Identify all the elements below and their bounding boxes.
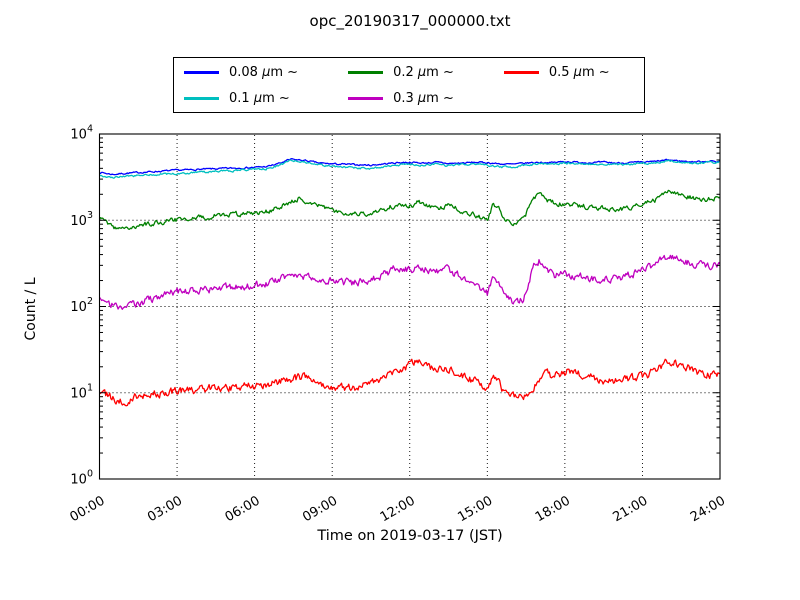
- series-line-0.3um: [99, 254, 720, 310]
- y-tick-labels: 100 101 102 103 104: [70, 124, 93, 488]
- x-tick-label: 12:00: [378, 493, 418, 525]
- series-line-0.2um: [99, 189, 720, 230]
- x-tick-label: 09:00: [300, 493, 340, 525]
- legend-label-02um: 0.2 μm ~: [393, 65, 454, 80]
- series-line-0.1um: [99, 159, 720, 179]
- legend-item-008um: 0.08 μm ~: [184, 65, 298, 80]
- x-tick-label: 21:00: [610, 493, 650, 525]
- y-tick-label: 100: [70, 469, 93, 488]
- legend-item-05um: 0.5 μm ~: [503, 65, 610, 80]
- legend-swatch-008um: [184, 71, 219, 74]
- y-tick-label: 101: [70, 382, 93, 401]
- legend-swatch-02um: [348, 71, 384, 74]
- chart-title: opc_20190317_000000.txt: [309, 12, 511, 30]
- y-tick-label: 103: [70, 210, 93, 229]
- legend-swatch-01um: [184, 97, 219, 100]
- y-axis-label: Count / L: [23, 277, 39, 341]
- legend-swatch-05um: [503, 71, 539, 74]
- y-tick-label: 104: [70, 124, 93, 143]
- legend-item-02um: 0.2 μm ~: [348, 65, 454, 80]
- series-line-0.5um: [99, 358, 720, 407]
- grid: [100, 135, 719, 478]
- legend: 0.08 μm ~ 0.1 μm ~ 0.2 μm ~ 0.3 μm ~ 0.5…: [173, 57, 645, 113]
- x-axis-label: Time on 2019-03-17 (JST): [317, 528, 503, 544]
- legend-label-01um: 0.1 μm ~: [229, 91, 290, 106]
- legend-label-008um: 0.08 μm ~: [229, 65, 299, 80]
- axis-ticks: [99, 133, 720, 480]
- x-tick-label: 03:00: [145, 493, 185, 525]
- legend-label-03um: 0.3 μm ~: [393, 91, 454, 106]
- legend-item-03um: 0.3 μm ~: [348, 91, 454, 106]
- x-tick-label: 00:00: [68, 493, 108, 525]
- x-tick-labels: 00:00 03:00 06:00 09:00 12:00 15:00 18:00 21:00…: [68, 493, 728, 525]
- x-tick-label: 15:00: [455, 493, 495, 525]
- legend-swatch-03um: [348, 97, 384, 100]
- y-tick-label: 102: [70, 296, 93, 315]
- legend-label-05um: 0.5 μm ~: [548, 65, 610, 80]
- x-tick-label: 06:00: [223, 493, 263, 525]
- legend-item-01um: 0.1 μm ~: [184, 91, 298, 106]
- x-tick-label: 18:00: [533, 493, 573, 525]
- series-lines: [99, 157, 720, 407]
- x-tick-label: 24:00: [688, 493, 728, 525]
